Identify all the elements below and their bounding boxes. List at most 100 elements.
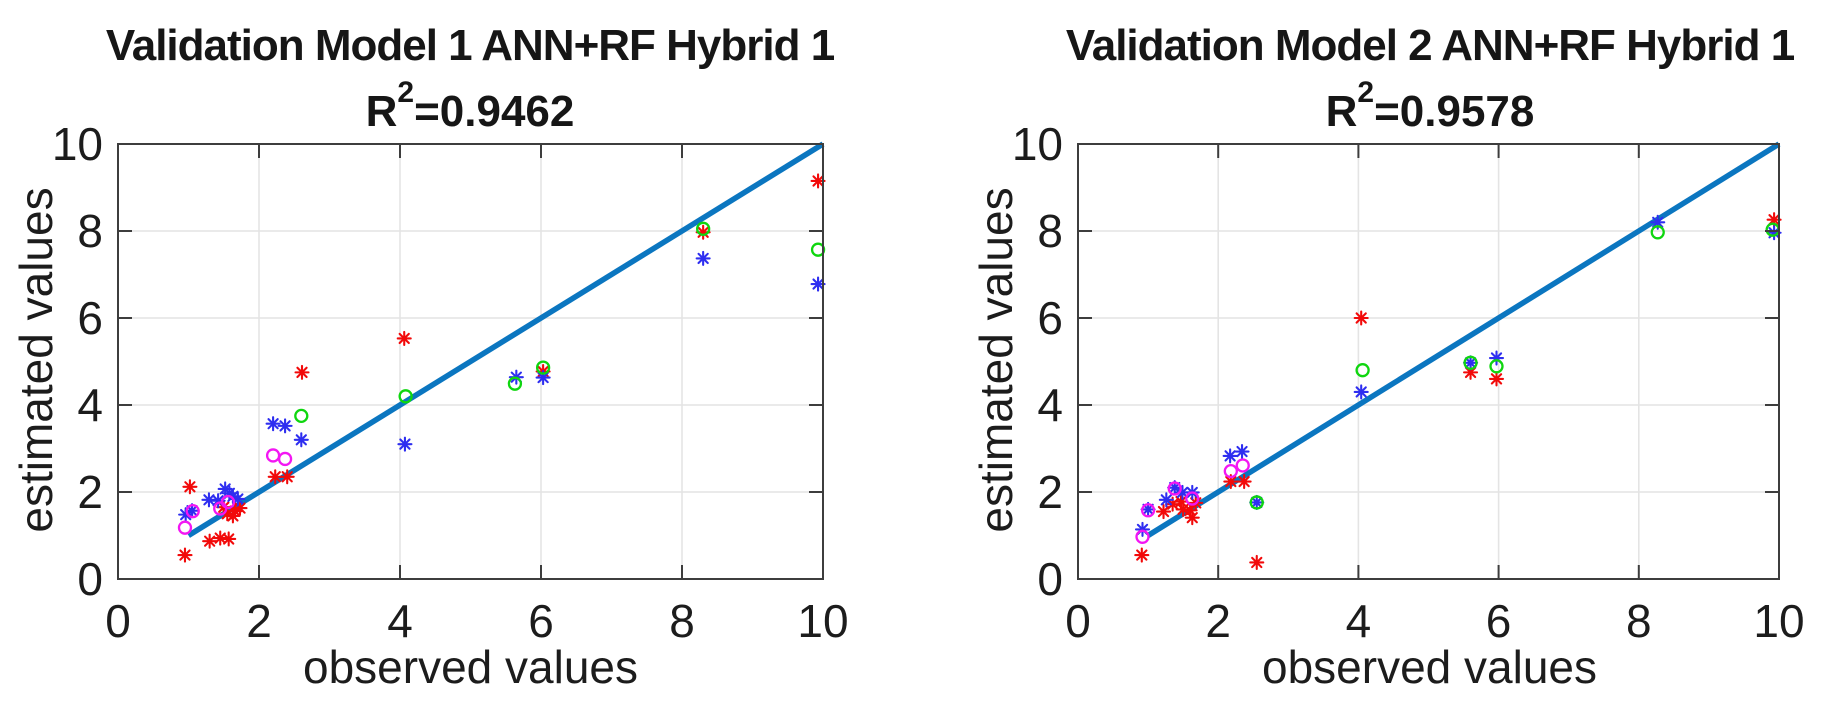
asterisk-marker	[279, 469, 295, 485]
y-tick-label: 2	[1037, 466, 1063, 518]
axis-box	[1077, 143, 1780, 580]
series-magenta-circle	[1135, 458, 1250, 544]
y-tick-label: 0	[77, 553, 103, 605]
asterisk-marker	[202, 533, 218, 549]
circle-marker	[277, 451, 293, 467]
circle-marker	[535, 360, 551, 375]
asterisk-marker	[1155, 504, 1172, 520]
chart-1: 0 2 4 6 8 10 0 2 4 6 8 10	[52, 118, 849, 647]
asterisk-marker	[1353, 384, 1369, 400]
chart-2: 0 2 4 6 8 10 0 2 4 6 8 10	[1012, 118, 1805, 647]
chart2-r2-sup: 2	[1357, 76, 1375, 109]
identity-line	[187, 141, 825, 538]
y-tick-label: 4	[77, 379, 103, 431]
series-blue-asterisk	[178, 250, 826, 523]
series-magenta-circle	[177, 448, 293, 535]
y-tick-label: 0	[1037, 553, 1063, 605]
x-tick-label: 4	[387, 595, 413, 647]
y-tick-label: 6	[77, 292, 103, 344]
x-tick-label: 8	[1626, 595, 1652, 647]
circle-marker	[294, 408, 309, 424]
gridlines	[118, 144, 823, 579]
circle-marker	[1249, 495, 1264, 510]
series-red-asterisk	[177, 173, 826, 563]
x-tick-label: 10	[1753, 595, 1804, 647]
x-tick-label: 4	[1346, 595, 1372, 647]
y-tick-label: 10	[1012, 118, 1063, 170]
series-green-circle	[1249, 222, 1780, 510]
axis-box	[117, 143, 824, 580]
y-tick-label: 4	[1037, 379, 1063, 431]
asterisk-marker	[397, 436, 413, 452]
chart1-r2-value: =0.9462	[414, 87, 575, 136]
x-tick-label: 2	[1205, 595, 1231, 647]
circle-marker	[185, 503, 200, 519]
asterisk-marker	[1158, 492, 1174, 508]
circle-marker	[1235, 458, 1250, 473]
series-blue-asterisk	[1134, 214, 1782, 537]
circle-marker	[1185, 491, 1200, 506]
circle-marker	[1355, 363, 1370, 378]
x-tick-label: 10	[797, 595, 848, 647]
chart2-r2-subtitle: R2=0.9578	[1030, 78, 1823, 136]
y-tick-label: 6	[1037, 292, 1063, 344]
asterisk-marker	[1134, 547, 1150, 563]
chart2-xlabel: observed values	[1262, 641, 1597, 693]
circle-marker	[1489, 359, 1504, 374]
identity-line	[1146, 141, 1781, 538]
circle-marker	[507, 376, 523, 391]
chart1-ylabel: estimated values	[10, 187, 62, 533]
asterisk-marker	[293, 432, 309, 448]
x-tick-label: 6	[1486, 595, 1512, 647]
asterisk-marker	[277, 418, 293, 434]
circle-marker	[265, 448, 281, 463]
chart2-ylabel: estimated values	[970, 187, 1022, 533]
asterisk-marker	[221, 531, 237, 547]
asterisk-marker	[267, 469, 283, 485]
asterisk-marker	[1249, 494, 1265, 510]
circle-marker	[810, 242, 826, 257]
chart2-title: Validation Model 2 ANN+RF Hybrid 1	[1065, 21, 1795, 70]
asterisk-marker	[1222, 448, 1238, 464]
asterisk-marker	[1184, 510, 1200, 526]
asterisk-marker	[1234, 443, 1250, 460]
asterisk-marker	[1463, 355, 1479, 371]
tick-labels: 0 2 4 6 8 10 0 2 4 6 8 10	[52, 118, 849, 647]
asterisk-marker	[695, 250, 711, 266]
circle-marker	[1167, 481, 1182, 496]
circle-marker	[220, 494, 236, 510]
y-tick-label: 8	[1037, 205, 1063, 257]
asterisk-marker	[265, 416, 281, 432]
y-tick-label: 8	[77, 205, 103, 257]
x-tick-label: 8	[669, 595, 695, 647]
x-tick-label: 6	[528, 595, 554, 647]
chart1-r2-subtitle: R2=0.9462	[70, 78, 870, 136]
chart1-xlabel: observed values	[303, 641, 638, 693]
circle-marker	[696, 221, 711, 236]
series-red-asterisk	[1134, 212, 1782, 571]
y-tick-label: 2	[77, 466, 103, 518]
chart1-r2-sup: 2	[397, 76, 415, 109]
chart1-title: Validation Model 1 ANN+RF Hybrid 1	[105, 21, 835, 70]
asterisk-marker	[1249, 554, 1265, 571]
x-tick-label: 2	[246, 595, 272, 647]
asterisk-marker	[232, 500, 248, 516]
asterisk-marker	[177, 547, 193, 563]
asterisk-marker	[294, 364, 310, 380]
asterisk-marker	[1488, 371, 1505, 387]
asterisk-marker	[1353, 310, 1369, 326]
chart1-r2-prefix: R	[365, 87, 398, 136]
asterisk-marker	[1236, 474, 1252, 490]
asterisk-marker	[396, 330, 412, 346]
x-tick-label: 0	[105, 595, 131, 647]
series-green-circle	[294, 221, 826, 424]
circle-marker	[177, 520, 193, 535]
circle-marker	[1650, 225, 1665, 240]
tick-labels: 0 2 4 6 8 10 0 2 4 6 8 10	[1012, 118, 1805, 647]
chart2-r2-value: =0.9578	[1374, 87, 1535, 136]
x-tick-label: 0	[1065, 595, 1091, 647]
circle-marker	[1223, 463, 1238, 479]
y-tick-label: 10	[52, 118, 103, 170]
circle-marker	[1135, 529, 1150, 544]
